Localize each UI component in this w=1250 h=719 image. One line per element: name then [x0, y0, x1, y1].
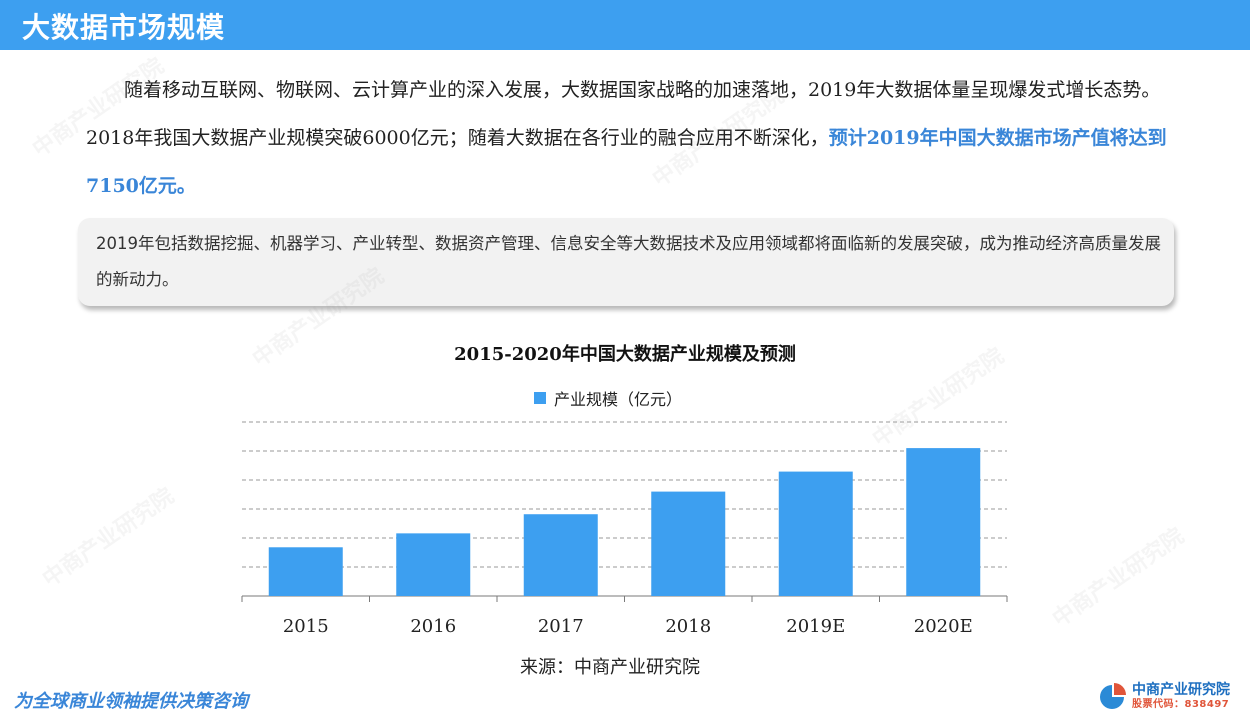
chart-legend: 产业规模（亿元）: [534, 386, 682, 410]
intro-paragraph: 随着移动互联网、物联网、云计算产业的深入发展，大数据国家战略的加速落地，2019…: [86, 66, 1176, 210]
x-tick-label: 2020E: [914, 616, 973, 637]
logo-stock-code: 股票代码：838497: [1132, 699, 1230, 710]
bar-2020E: [906, 448, 981, 596]
source-note: 来源：中商产业研究院: [520, 657, 700, 678]
bar-2019E: [778, 471, 853, 596]
x-tick-label: 2018: [665, 616, 711, 637]
x-tick-label: 2019E: [786, 616, 845, 637]
footer-slogan: 为全球商业领袖提供决策咨询: [14, 691, 248, 712]
chart-title: 2015-2020年中国大数据产业规模及预测: [454, 344, 796, 365]
page-title: 大数据市场规模: [22, 11, 226, 44]
intro-text: 随着移动互联网、物联网、云计算产业的深入发展，大数据国家战略的加速落地，2019…: [86, 79, 1161, 149]
legend-swatch: [534, 392, 546, 404]
intro-highlight: 预计2019年中国大数据市场产值将达到7150亿元。: [86, 127, 1167, 197]
header-bar: 大数据市场规模: [0, 0, 1250, 50]
legend-label: 产业规模（亿元）: [554, 390, 683, 409]
bar-2016: [396, 533, 471, 596]
x-tick-label: 2015: [283, 616, 329, 637]
bar-2015: [268, 547, 343, 596]
bar-2018: [651, 491, 726, 596]
x-tick-label: 2016: [410, 616, 456, 637]
x-tick-label: 2017: [538, 616, 584, 637]
bar-2017: [523, 514, 598, 596]
logo-name: 中商产业研究院: [1132, 682, 1230, 698]
logo-mark-icon: [1100, 682, 1126, 709]
company-logo: 中商产业研究院 股票代码：838497: [1098, 682, 1230, 711]
note-text: 2019年包括数据挖掘、机器学习、产业转型、数据资产管理、信息安全等大数据技术及…: [96, 234, 1161, 289]
note-box: 2019年包括数据挖掘、机器学习、产业转型、数据资产管理、信息安全等大数据技术及…: [78, 218, 1174, 306]
